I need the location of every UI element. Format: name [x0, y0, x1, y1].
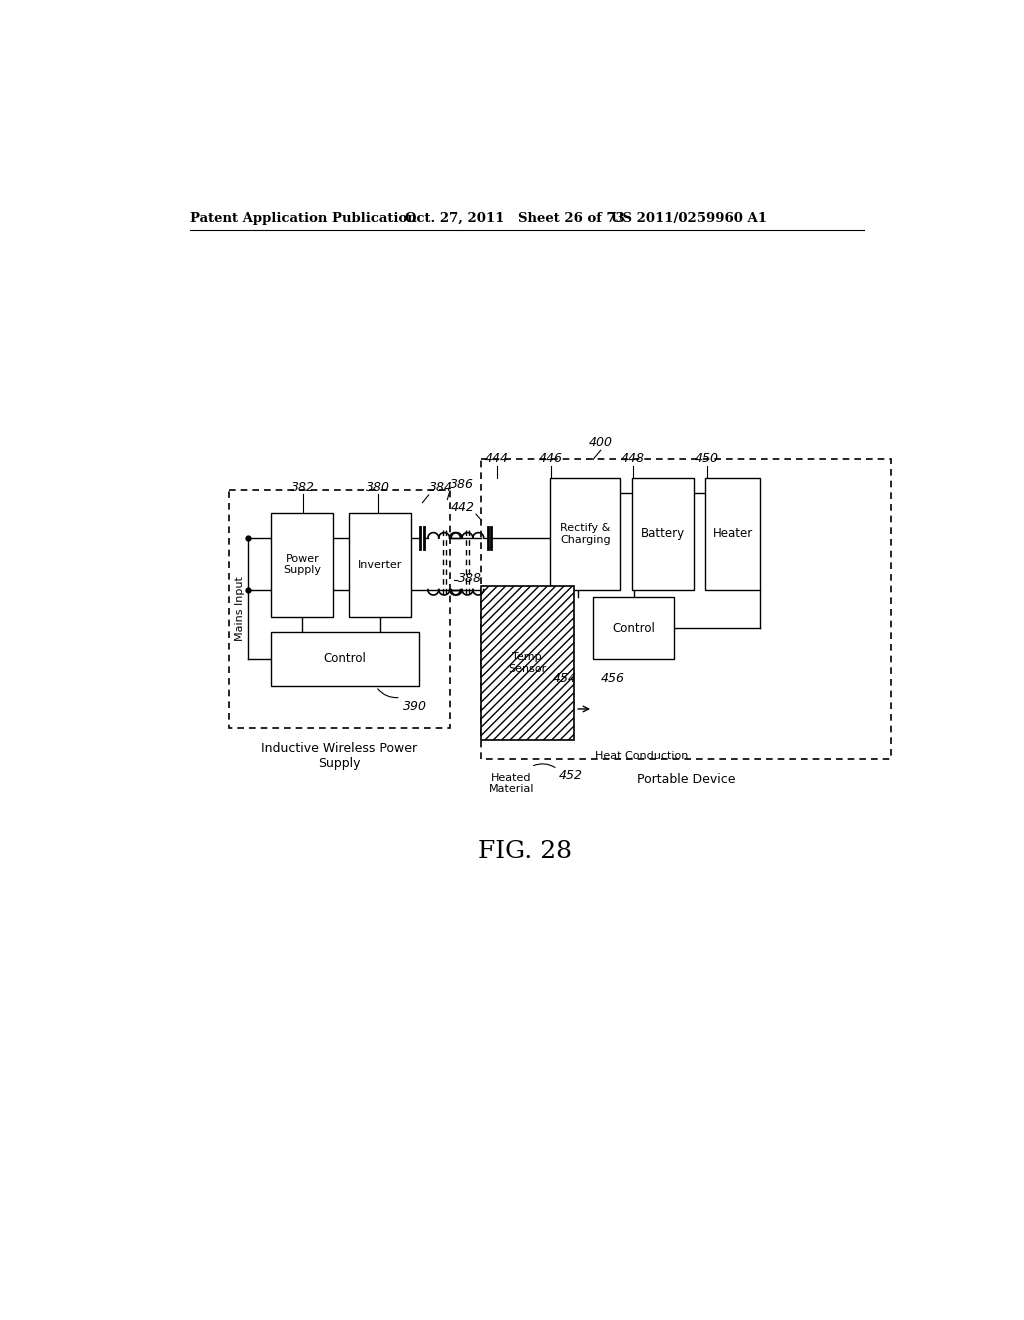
Text: Temp
Sensor: Temp Sensor — [508, 652, 546, 673]
Text: 444: 444 — [485, 451, 509, 465]
Text: 382: 382 — [291, 480, 315, 494]
Text: Oct. 27, 2011: Oct. 27, 2011 — [404, 213, 504, 224]
Text: Mains Input: Mains Input — [234, 577, 245, 642]
Text: 388: 388 — [458, 572, 482, 585]
Text: Inverter: Inverter — [357, 560, 402, 569]
Text: 386: 386 — [450, 478, 474, 491]
Text: 450: 450 — [695, 451, 719, 465]
Text: Control: Control — [324, 652, 367, 665]
Bar — [480, 586, 573, 739]
Text: Sheet 26 of 73: Sheet 26 of 73 — [518, 213, 625, 224]
Text: 400: 400 — [589, 437, 612, 449]
Bar — [349, 512, 411, 616]
Text: Power
Supply: Power Supply — [284, 554, 322, 576]
Text: 380: 380 — [366, 480, 389, 494]
Text: 454: 454 — [553, 672, 578, 685]
Bar — [271, 512, 334, 616]
Text: Control: Control — [612, 622, 655, 635]
Text: Heat Conduction: Heat Conduction — [595, 751, 688, 762]
Bar — [593, 597, 675, 659]
Bar — [632, 478, 693, 590]
Text: US 2011/0259960 A1: US 2011/0259960 A1 — [611, 213, 767, 224]
Text: 390: 390 — [403, 700, 427, 713]
Bar — [271, 632, 419, 686]
Text: FIG. 28: FIG. 28 — [478, 840, 571, 863]
Text: Rectify &
Charging: Rectify & Charging — [560, 523, 610, 545]
Text: Inductive Wireless Power
Supply: Inductive Wireless Power Supply — [261, 742, 417, 770]
Bar — [706, 478, 760, 590]
Text: Patent Application Publication: Patent Application Publication — [190, 213, 417, 224]
Text: Portable Device: Portable Device — [637, 774, 735, 785]
Text: 446: 446 — [540, 451, 563, 465]
Bar — [550, 478, 621, 590]
Text: Battery: Battery — [641, 527, 685, 540]
Text: 384: 384 — [429, 480, 453, 494]
Text: 456: 456 — [600, 672, 625, 685]
Text: Heater: Heater — [713, 527, 753, 540]
Text: 442: 442 — [452, 502, 475, 515]
Text: Heated
Material: Heated Material — [488, 774, 535, 795]
Text: 448: 448 — [621, 451, 644, 465]
Text: 452: 452 — [559, 770, 583, 781]
